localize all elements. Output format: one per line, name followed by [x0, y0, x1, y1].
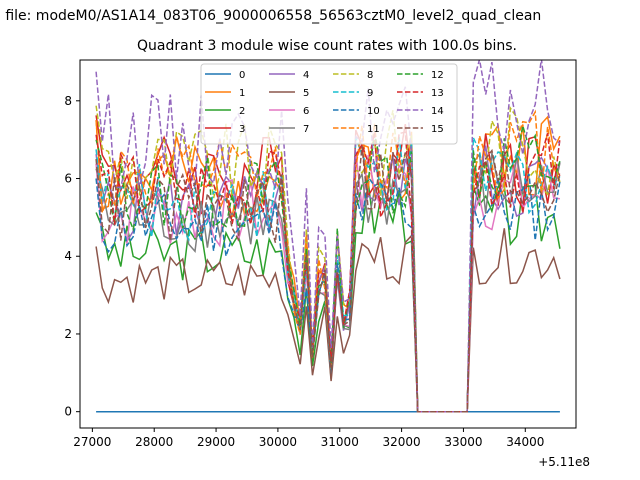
file-title: n file: modeM0/AS1A14_083T06_9000006558_…	[0, 8, 541, 24]
axes-frame	[79, 59, 577, 429]
axes: 27000 28000 29000 30000 31000 32000 33000 34000…	[64, 59, 577, 449]
x-tick-label: 29000	[197, 435, 235, 449]
legend-label-12: 12	[431, 70, 444, 81]
series-line-11	[95, 109, 561, 413]
chart-title: Quadrant 3 module wise count rates with …	[137, 38, 517, 54]
x-tick-label: 27000	[73, 435, 111, 449]
series-line-6	[95, 151, 561, 413]
legend-label-10: 10	[367, 106, 380, 117]
x-tick-label: 31000	[321, 435, 359, 449]
legend-label-7: 7	[303, 124, 309, 135]
x-tick-label: 34000	[506, 435, 544, 449]
legend-label-4: 4	[303, 70, 309, 81]
x-offset-label: +5.11e8	[538, 455, 590, 469]
legend-box	[200, 63, 458, 145]
y-tick-label: 6	[64, 172, 72, 186]
legend-label-5: 5	[303, 88, 309, 99]
series-line-5	[95, 228, 561, 413]
legend-label-9: 9	[367, 88, 373, 99]
plot-area	[95, 60, 561, 413]
x-tick-label: 33000	[444, 435, 482, 449]
y-tick-label: 2	[64, 327, 72, 341]
legend-label-6: 6	[303, 106, 309, 117]
legend-label-13: 13	[431, 88, 444, 99]
legend-label-14: 14	[431, 106, 444, 117]
legend-label-8: 8	[367, 70, 373, 81]
y-tick-label: 8	[64, 94, 72, 108]
legend-label-15: 15	[431, 124, 444, 135]
series-line-15	[95, 146, 561, 413]
legend-label-0: 0	[239, 70, 245, 81]
y-tick-label: 4	[64, 249, 72, 263]
x-tick-label: 30000	[259, 435, 297, 449]
x-tick-label: 32000	[383, 435, 421, 449]
legend-label-3: 3	[239, 124, 245, 135]
x-tick-label: 28000	[135, 435, 173, 449]
legend-label-11: 11	[367, 124, 380, 135]
legend-label-2: 2	[239, 106, 245, 117]
y-tick-label: 0	[64, 405, 72, 419]
legend-label-1: 1	[239, 88, 245, 99]
